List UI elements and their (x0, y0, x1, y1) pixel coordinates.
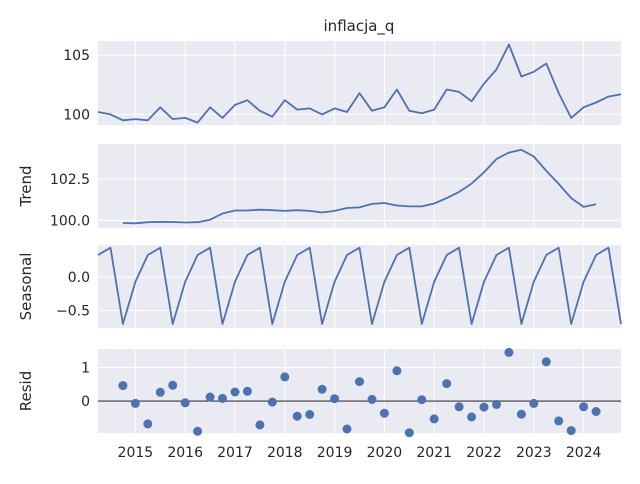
resid-point (168, 380, 178, 390)
resid-point (417, 395, 427, 405)
x-tick-label: 2015 (118, 445, 154, 461)
x-tick-label: 2017 (217, 445, 253, 461)
x-tick-label: 2018 (267, 445, 303, 461)
y-tick-label: 1 (81, 360, 90, 376)
resid-point (529, 398, 539, 408)
resid-point (379, 408, 389, 418)
x-tick-label: 2020 (367, 445, 403, 461)
resid-point (180, 398, 190, 408)
panel-background (98, 144, 621, 228)
resid-point (404, 428, 414, 438)
x-tick-label: 2021 (416, 445, 452, 461)
x-tick-label: 2016 (167, 445, 203, 461)
series-line (97, 246, 622, 325)
resid-point (193, 426, 203, 436)
chart-title: inflacja_q (324, 17, 395, 36)
resid-point (554, 416, 564, 426)
resid-point (591, 407, 601, 416)
y-tick-label: 100.0 (50, 214, 90, 230)
resid-point (579, 402, 589, 412)
resid-point (541, 357, 551, 367)
resid-point (218, 393, 227, 403)
resid-point (504, 347, 514, 357)
panel-observed: 100 105 (63, 41, 622, 125)
resid-point (155, 387, 165, 397)
resid-point (317, 384, 327, 394)
x-tick-label: 2024 (566, 445, 602, 461)
resid-point (118, 381, 128, 391)
panel-background (98, 41, 621, 125)
resid-point (305, 410, 315, 419)
resid-point (330, 394, 340, 404)
resid-point (479, 402, 489, 412)
resid-point (492, 399, 501, 409)
panel-trend: 100.0 102.5 Trend (17, 144, 621, 230)
y-tick-label: 0.0 (68, 270, 90, 286)
resid-point (255, 420, 265, 430)
resid-point (342, 424, 352, 434)
y-axis-label: Seasonal (17, 253, 35, 321)
resid-point (429, 414, 439, 424)
x-tick-label: 2023 (516, 445, 552, 461)
resid-point (367, 394, 377, 404)
panels: 100 105 100.0 102.5 Trend 0.0 −0.5 Seasonal 0 1 Re… (17, 41, 622, 461)
resid-point (392, 366, 402, 376)
y-axis-label: Resid (17, 371, 35, 411)
resid-point (230, 387, 240, 397)
y-tick-label: 0 (81, 394, 90, 410)
resid-point (454, 402, 464, 412)
resid-point (205, 392, 215, 402)
panel-resid: 0 1 Resid 2015 2016 2017 2018 2019 2020 2021 2022 2… (17, 347, 621, 461)
resid-point (467, 412, 477, 422)
resid-point (143, 419, 153, 429)
panel-seasonal: 0.0 −0.5 Seasonal (17, 245, 622, 328)
resid-point (292, 411, 302, 421)
resid-point (355, 377, 364, 387)
x-tick-label: 2019 (317, 445, 353, 461)
resid-point (130, 398, 140, 408)
y-tick-label: 102.5 (50, 172, 90, 188)
resid-point (242, 386, 252, 396)
resid-point (566, 426, 576, 436)
y-tick-label: 100 (63, 107, 90, 123)
resid-point (442, 379, 452, 389)
y-tick-label: −0.5 (56, 304, 90, 320)
resid-point (516, 409, 526, 419)
panel-background (98, 245, 621, 328)
series-line (97, 43, 622, 124)
resid-point (280, 372, 290, 382)
y-tick-label: 105 (63, 48, 90, 64)
resid-point (267, 397, 277, 407)
y-axis-label: Trend (17, 165, 35, 207)
x-tick-label: 2022 (466, 445, 502, 461)
series-line (122, 148, 597, 225)
